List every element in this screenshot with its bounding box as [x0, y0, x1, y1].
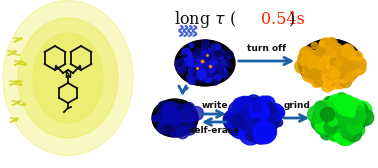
FancyArrowPatch shape [179, 86, 187, 93]
Ellipse shape [3, 1, 133, 156]
Ellipse shape [230, 98, 280, 138]
Text: 0.54s: 0.54s [261, 11, 305, 29]
Text: self-erase: self-erase [190, 126, 240, 135]
Ellipse shape [33, 33, 103, 123]
Text: ): ) [289, 11, 295, 29]
Text: write: write [202, 101, 228, 110]
Text: turn off: turn off [248, 44, 287, 53]
Text: N: N [65, 71, 71, 79]
Ellipse shape [175, 40, 235, 86]
Text: grind: grind [284, 101, 310, 110]
Ellipse shape [313, 97, 367, 139]
Ellipse shape [18, 18, 118, 138]
Ellipse shape [298, 39, 362, 87]
Text: long $\tau$ (: long $\tau$ ( [174, 10, 236, 31]
Ellipse shape [152, 99, 198, 137]
